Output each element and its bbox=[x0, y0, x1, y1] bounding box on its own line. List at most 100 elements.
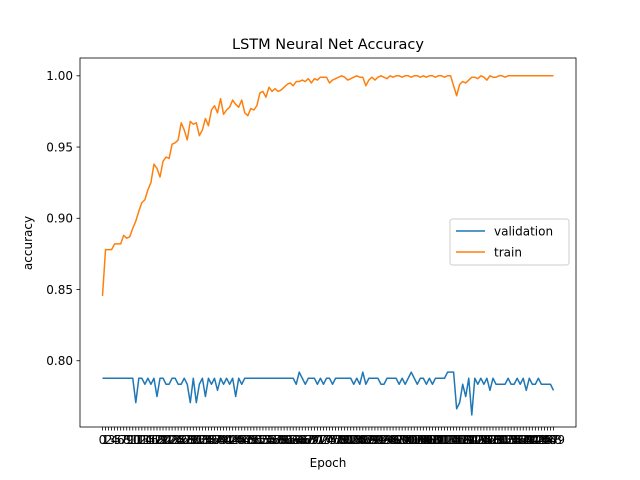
x-tick-label: 42 bbox=[222, 433, 237, 447]
x-tick-label: 55 bbox=[261, 433, 276, 447]
x-tick-label: 140 bbox=[515, 433, 538, 447]
x-tick-label: 109 bbox=[421, 433, 444, 447]
x-tick-label: 115 bbox=[439, 433, 462, 447]
x-tick-label: 41 bbox=[219, 433, 234, 447]
x-tick-label: 13 bbox=[134, 433, 149, 447]
x-tick-label: 96 bbox=[385, 433, 400, 447]
x-tick-label: 36 bbox=[204, 433, 219, 447]
x-tick-label: 46 bbox=[234, 433, 249, 447]
x-tick-label: 43 bbox=[225, 433, 240, 447]
x-tick-label: 94 bbox=[379, 433, 394, 447]
legend: validation train bbox=[449, 218, 570, 266]
y-tick-label: 0.90 bbox=[46, 212, 73, 226]
x-tick-label: 70 bbox=[307, 433, 322, 447]
chart-title: LSTM Neural Net Accuracy bbox=[232, 37, 424, 53]
x-tick-label: 142 bbox=[521, 433, 544, 447]
x-tick-label: 18 bbox=[149, 433, 164, 447]
x-tick-label: 30 bbox=[186, 433, 201, 447]
x-tick-label: 23 bbox=[164, 433, 179, 447]
x-tick-label: 21 bbox=[158, 433, 173, 447]
x-tick-label: 34 bbox=[198, 433, 213, 447]
x-tick-label: 6 bbox=[117, 433, 125, 447]
x-tick-label: 75 bbox=[322, 433, 337, 447]
x-tick-label: 19 bbox=[152, 433, 167, 447]
x-tick-label: 125 bbox=[469, 433, 492, 447]
x-tick-label: 11 bbox=[128, 433, 143, 447]
x-tick-label: 27 bbox=[177, 433, 192, 447]
x-tick-label: 16 bbox=[143, 433, 158, 447]
x-tick-label: 137 bbox=[506, 433, 529, 447]
x-tick-label: 147 bbox=[536, 433, 559, 447]
x-tick-label: 105 bbox=[409, 433, 432, 447]
x-tick-label: 81 bbox=[340, 433, 355, 447]
x-tick-label: 47 bbox=[237, 433, 252, 447]
x-tick-label: 57 bbox=[267, 433, 282, 447]
x-tick-label: 32 bbox=[192, 433, 207, 447]
x-tick-label: 119 bbox=[451, 433, 474, 447]
x-tick-label: 72 bbox=[313, 433, 328, 447]
x-tick-label: 108 bbox=[418, 433, 441, 447]
x-tick-label: 78 bbox=[331, 433, 346, 447]
x-tick-label: 0 bbox=[99, 433, 107, 447]
x-tick-label: 60 bbox=[276, 433, 291, 447]
x-tick-label: 90 bbox=[367, 433, 382, 447]
x-tick-label: 135 bbox=[500, 433, 523, 447]
x-tick-label: 33 bbox=[195, 433, 210, 447]
x-tick-label: 107 bbox=[415, 433, 438, 447]
x-tick-label: 131 bbox=[488, 433, 511, 447]
series-line-train bbox=[101, 75, 554, 296]
x-tick-label: 77 bbox=[328, 433, 343, 447]
x-tick-label: 129 bbox=[482, 433, 505, 447]
x-tick-label: 145 bbox=[530, 433, 553, 447]
x-tick-label: 54 bbox=[258, 433, 273, 447]
x-tick-label: 12 bbox=[131, 433, 146, 447]
x-tick-label: 25 bbox=[171, 433, 186, 447]
x-tick-label: 97 bbox=[388, 433, 403, 447]
x-tick-label: 121 bbox=[457, 433, 480, 447]
x-tick-label: 61 bbox=[279, 433, 294, 447]
x-tick-label: 63 bbox=[286, 433, 301, 447]
y-axis-title: accuracy bbox=[21, 216, 35, 270]
x-tick-label: 24 bbox=[168, 433, 183, 447]
x-tick-label: 132 bbox=[491, 433, 514, 447]
y-tick-label: 0.85 bbox=[46, 283, 73, 297]
x-tick-label: 149 bbox=[542, 433, 565, 447]
x-tick-label: 58 bbox=[270, 433, 285, 447]
x-tick-label: 91 bbox=[370, 433, 385, 447]
x-tick-label: 146 bbox=[533, 433, 556, 447]
x-tick-label: 80 bbox=[337, 433, 352, 447]
x-tick-label: 101 bbox=[397, 433, 420, 447]
x-tick-label: 62 bbox=[283, 433, 298, 447]
x-tick-label: 130 bbox=[485, 433, 508, 447]
x-tick-label: 116 bbox=[442, 433, 465, 447]
x-tick-label: 98 bbox=[391, 433, 406, 447]
x-tick-label: 144 bbox=[527, 433, 550, 447]
plot-frame bbox=[79, 57, 577, 428]
x-tick-label: 31 bbox=[189, 433, 204, 447]
x-tick-label: 76 bbox=[325, 433, 340, 447]
x-tick-label: 68 bbox=[301, 433, 316, 447]
x-tick-label: 128 bbox=[478, 433, 501, 447]
x-tick-label: 120 bbox=[454, 433, 477, 447]
x-tick-label: 95 bbox=[382, 433, 397, 447]
x-tick-label: 122 bbox=[460, 433, 483, 447]
x-tick-label: 4 bbox=[111, 433, 119, 447]
x-tick-label: 93 bbox=[376, 433, 391, 447]
x-tick-label: 111 bbox=[427, 433, 450, 447]
x-tick-label: 99 bbox=[395, 433, 410, 447]
x-tick-label: 139 bbox=[512, 433, 535, 447]
x-axis-title: Epoch bbox=[310, 456, 347, 470]
x-tick-label: 14 bbox=[137, 433, 152, 447]
x-tick-label: 40 bbox=[216, 433, 231, 447]
x-tick-label: 48 bbox=[240, 433, 255, 447]
x-tick-label: 89 bbox=[364, 433, 379, 447]
x-tick-label: 103 bbox=[403, 433, 426, 447]
x-tick-label: 82 bbox=[343, 433, 358, 447]
x-tick-label: 88 bbox=[361, 433, 376, 447]
x-tick-label: 133 bbox=[494, 433, 517, 447]
x-tick-label: 20 bbox=[155, 433, 170, 447]
x-tick-label: 53 bbox=[255, 433, 270, 447]
x-tick-label: 92 bbox=[373, 433, 388, 447]
x-tick-label: 79 bbox=[334, 433, 349, 447]
